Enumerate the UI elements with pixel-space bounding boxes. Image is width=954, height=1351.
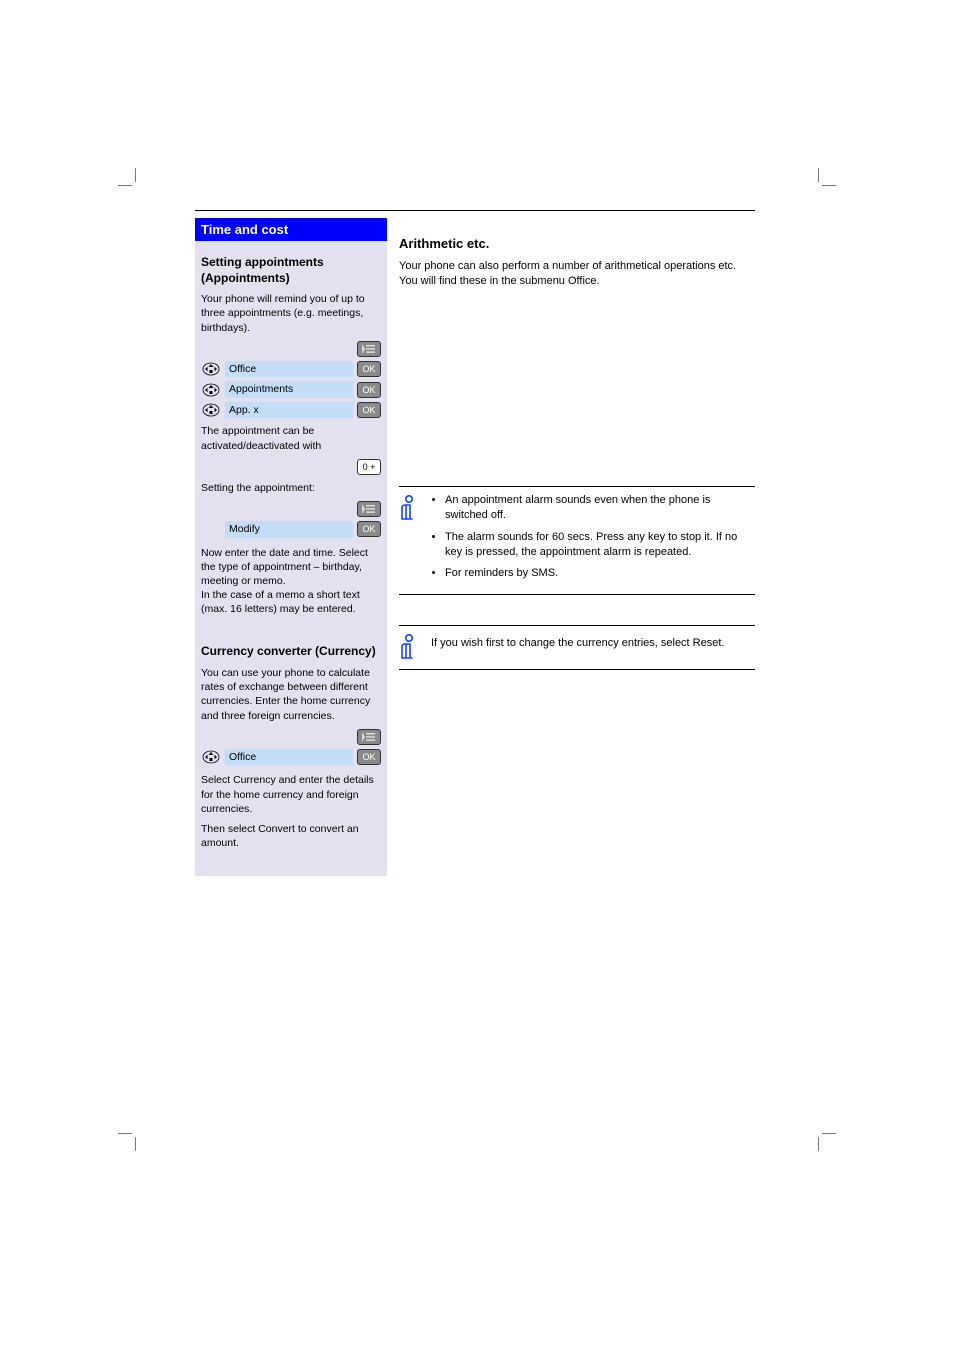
info-icon [399, 632, 423, 663]
step-label: Appointments [225, 381, 353, 398]
sidebar: Time and cost Setting appointments (Appo… [195, 218, 387, 876]
top-rule [195, 210, 755, 218]
crop-mark [118, 168, 142, 192]
step-label: Office [225, 749, 353, 766]
currency-select-text: Select Currency and enter the details fo… [201, 773, 381, 816]
step-label: Office [225, 361, 353, 378]
nav-icon[interactable] [201, 749, 221, 765]
crop-mark [118, 1127, 142, 1151]
step-menu [201, 341, 381, 357]
info-item: For reminders by SMS. [445, 566, 755, 581]
nav-icon[interactable] [201, 402, 221, 418]
step-app-x: App. x OK [201, 402, 381, 419]
crop-mark [812, 1127, 836, 1151]
nav-icon[interactable] [201, 361, 221, 377]
step-label: Modify [225, 521, 353, 538]
currency-convert-text: Then select Convert to convert an amount… [201, 822, 381, 850]
main-column: Arithmetic etc. Your phone can also perf… [387, 218, 755, 876]
main-heading: Arithmetic etc. [399, 236, 755, 251]
info-block-appointments: An appointment alarm sounds even when th… [399, 486, 755, 595]
ok-button[interactable]: OK [357, 749, 381, 765]
appt-details: Now enter the date and time. Select the … [201, 546, 381, 617]
menu-icon[interactable] [357, 501, 381, 517]
ok-button[interactable]: OK [357, 402, 381, 418]
ok-button[interactable]: OK [357, 361, 381, 377]
toggle-text: The appointment can be activated/deactiv… [201, 424, 381, 452]
menu-icon[interactable] [357, 341, 381, 357]
set-appt-text: Setting the appointment: [201, 481, 381, 495]
appointments-title: Setting appointments (Appointments) [201, 255, 381, 286]
info-icon [399, 493, 423, 588]
appointments-intro: Your phone will remind you of up to thre… [201, 292, 381, 335]
currency-title: Currency converter (Currency) [201, 644, 381, 660]
zero-plus-button[interactable]: 0 + [357, 459, 381, 475]
step-modify: Modify OK [201, 521, 381, 538]
currency-step-menu [201, 729, 381, 745]
info-text: If you wish first to change the currency… [431, 632, 755, 663]
ok-button[interactable]: OK [357, 382, 381, 398]
info-item: The alarm sounds for 60 secs. Press any … [445, 530, 755, 561]
step-appointments: Appointments OK [201, 381, 381, 398]
ok-button[interactable]: OK [357, 521, 381, 537]
currency-intro: You can use your phone to calculate rate… [201, 666, 381, 723]
section-header: Time and cost [195, 218, 387, 241]
step-menu-2 [201, 501, 381, 517]
currency-step-office: Office OK [201, 749, 381, 766]
step-label: App. x [225, 402, 353, 419]
step-office: Office OK [201, 361, 381, 378]
info-block-currency: If you wish first to change the currency… [399, 625, 755, 670]
nav-icon[interactable] [201, 382, 221, 398]
info-item: An appointment alarm sounds even when th… [445, 493, 755, 524]
menu-icon[interactable] [357, 729, 381, 745]
main-intro: Your phone can also perform a number of … [399, 259, 755, 290]
toggle-step: 0 + [201, 459, 381, 475]
crop-mark [812, 168, 836, 192]
